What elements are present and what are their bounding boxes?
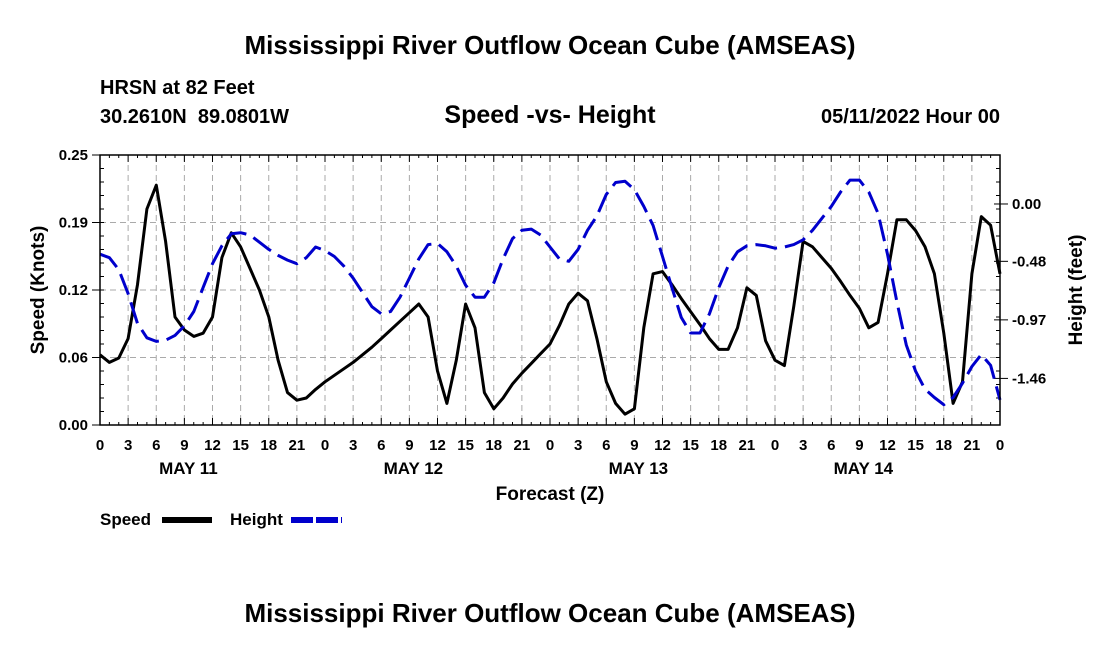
x-tick-label: 15 [457, 437, 474, 454]
chart-title-repeat: Mississippi River Outflow Ocean Cube (AM… [244, 598, 856, 628]
x-tick-label: 6 [827, 437, 835, 454]
x-tick-label: 0 [996, 437, 1004, 454]
x-tick-label: 3 [349, 437, 357, 454]
x-tick-label: 18 [935, 437, 952, 454]
x-tick-label: 15 [682, 437, 699, 454]
y-tick-label: 0.12 [59, 282, 88, 299]
x-tick-label: 3 [124, 437, 132, 454]
x-axis-label: Forecast (Z) [496, 484, 605, 505]
y2-tick-label: -0.97 [1012, 312, 1046, 329]
x-tick-label: 12 [429, 437, 446, 454]
chart-subtitle: Speed -vs- Height [444, 101, 656, 129]
y-tick-label: 0.25 [59, 147, 88, 164]
date-label: MAY 12 [384, 459, 444, 478]
station-label: HRSN at 82 Feet [100, 77, 255, 99]
forecast-datetime: 05/11/2022 Hour 00 [820, 106, 1000, 128]
x-tick-label: 12 [879, 437, 896, 454]
y-tick-label: 0.19 [59, 215, 88, 232]
x-tick-label: 12 [204, 437, 221, 454]
series-line-speed [99, 183, 1002, 416]
x-tick-label: 3 [574, 437, 582, 454]
x-tick-label: 0 [321, 437, 329, 454]
x-tick-label: 15 [907, 437, 924, 454]
x-tick-label: 0 [96, 437, 104, 454]
x-tick-label: 21 [739, 437, 756, 454]
y2-tick-label: 0.00 [1012, 196, 1041, 213]
x-tick-label: 18 [485, 437, 502, 454]
x-tick-label: 0 [771, 437, 779, 454]
y2-axis-label: Height (feet) [1066, 235, 1087, 346]
legend-height-label: Height [230, 510, 283, 529]
x-tick-label: 18 [260, 437, 277, 454]
y-axis-label: Speed (Knots) [28, 226, 49, 355]
x-tick-label: 6 [377, 437, 385, 454]
y-tick-label: 0.06 [59, 350, 88, 367]
plot-frame [99, 154, 1001, 426]
date-label: MAY 14 [834, 459, 894, 478]
speed-height-chart: 0 3 6 9 12 15 18 21 0 3 6 9 12 15 18 21 0 3 6 9 12 15 18 21 0 3 6 9… [28, 147, 1087, 529]
coordinates-label: 30.2610N 89.0801W [100, 106, 290, 128]
y2-tick-label: -1.46 [1012, 370, 1046, 387]
date-label: MAY 13 [609, 459, 669, 478]
x-tick-label: 9 [855, 437, 863, 454]
y-tick-label: 0.00 [59, 417, 88, 434]
legend-speed-label: Speed [100, 510, 151, 529]
x-tick-label: 9 [630, 437, 638, 454]
x-tick-label: 15 [232, 437, 249, 454]
x-tick-label: 12 [654, 437, 671, 454]
y2-tick-label: -0.48 [1012, 253, 1046, 270]
date-label: MAY 11 [159, 459, 218, 478]
x-tick-label: 9 [405, 437, 413, 454]
x-tick-label: 21 [289, 437, 306, 454]
x-tick-label: 21 [514, 437, 531, 454]
x-tick-label: 18 [710, 437, 727, 454]
x-tick-label: 6 [602, 437, 610, 454]
x-tick-label: 3 [799, 437, 807, 454]
x-tick-label: 21 [964, 437, 981, 454]
series-line-height [99, 178, 1002, 407]
x-tick-label: 0 [546, 437, 554, 454]
x-tick-label: 6 [152, 437, 160, 454]
chart-title: Mississippi River Outflow Ocean Cube (AM… [244, 30, 856, 60]
x-tick-label: 9 [180, 437, 188, 454]
